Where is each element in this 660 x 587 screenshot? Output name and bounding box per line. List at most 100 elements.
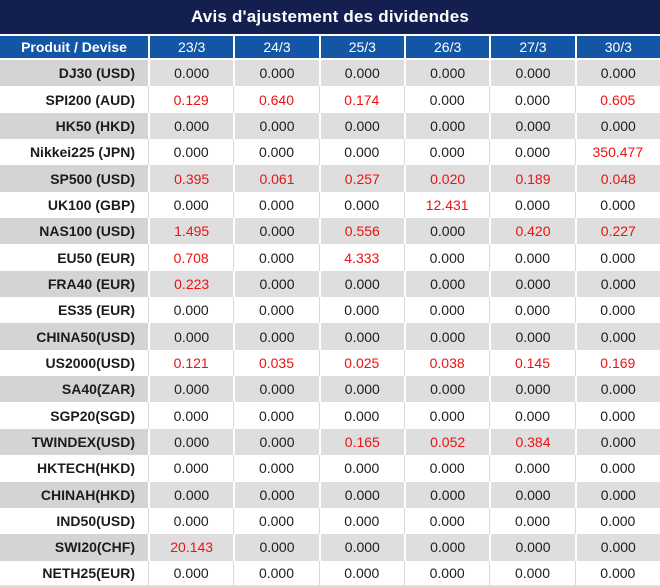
value-cell: 12.431 (403, 191, 490, 219)
value-cell: 0.000 (489, 560, 575, 587)
product-cell: HKTECH(HKD) (0, 455, 148, 482)
value-cell: 0.420 (489, 218, 575, 245)
product-cell: SA40(ZAR) (0, 376, 148, 403)
table-row: EU50 (EUR) 0.708 0.000 4.333 0.000 0.000… (0, 244, 660, 271)
table-row: SA40(ZAR) 0.000 0.000 0.000 0.000 0.000 … (0, 376, 660, 403)
value-cell: 0.129 (148, 86, 234, 113)
value-cell: 0.223 (148, 270, 234, 298)
column-header-date-1: 23/3 (148, 36, 234, 60)
value-cell: 0.000 (318, 112, 404, 140)
value-cell: 0.000 (403, 218, 490, 245)
value-cell: 0.000 (574, 191, 660, 219)
value-cell: 0.000 (489, 270, 575, 298)
table-row: UK100 (GBP) 0.000 0.000 0.000 12.431 0.0… (0, 191, 660, 219)
value-cell: 0.020 (403, 165, 490, 192)
value-cell: 0.000 (574, 376, 660, 403)
product-cell: EU50 (EUR) (0, 244, 148, 271)
value-cell: 0.000 (318, 297, 404, 324)
product-cell: SWI20(CHF) (0, 534, 148, 561)
product-cell: CHINAH(HKD) (0, 481, 148, 508)
value-cell: 0.189 (489, 165, 575, 192)
value-cell: 0.000 (318, 60, 404, 87)
value-cell: 0.000 (148, 455, 234, 482)
value-cell: 0.000 (403, 323, 490, 350)
value-cell: 0.000 (318, 402, 404, 429)
value-cell: 0.000 (489, 455, 575, 482)
value-cell: 0.000 (318, 191, 404, 219)
value-cell: 0.000 (318, 534, 404, 561)
value-cell: 0.000 (318, 455, 404, 482)
value-cell: 0.000 (489, 402, 575, 429)
product-cell: HK50 (HKD) (0, 112, 148, 140)
product-cell: ES35 (EUR) (0, 297, 148, 324)
value-cell: 0.000 (574, 297, 660, 324)
value-cell: 0.000 (233, 297, 319, 324)
table-row: US2000(USD) 0.121 0.035 0.025 0.038 0.14… (0, 349, 660, 377)
value-cell: 0.000 (574, 507, 660, 535)
table-row: NETH25(EUR) 0.000 0.000 0.000 0.000 0.00… (0, 560, 660, 587)
value-cell: 0.605 (574, 86, 660, 113)
value-cell: 1.495 (148, 218, 234, 245)
value-cell: 0.000 (489, 60, 575, 87)
table-row: SGP20(SGD) 0.000 0.000 0.000 0.000 0.000… (0, 402, 660, 429)
value-cell: 0.035 (233, 349, 319, 377)
value-cell: 0.000 (574, 323, 660, 350)
value-cell: 0.000 (403, 297, 490, 324)
value-cell: 0.000 (233, 376, 319, 403)
product-cell: SGP20(SGD) (0, 402, 148, 429)
value-cell: 0.000 (233, 191, 319, 219)
product-cell: CHINA50(USD) (0, 323, 148, 350)
product-cell: TWINDEX(USD) (0, 428, 148, 456)
value-cell: 0.000 (233, 534, 319, 561)
value-cell: 0.000 (574, 270, 660, 298)
value-cell: 0.000 (403, 376, 490, 403)
product-cell: US2000(USD) (0, 349, 148, 377)
value-cell: 0.000 (233, 507, 319, 535)
value-cell: 0.000 (403, 139, 490, 166)
table-body: DJ30 (USD) 0.000 0.000 0.000 0.000 0.000… (0, 60, 660, 587)
value-cell: 0.000 (489, 244, 575, 271)
value-cell: 0.000 (318, 560, 404, 587)
value-cell: 0.000 (148, 507, 234, 535)
product-cell: NAS100 (USD) (0, 218, 148, 245)
value-cell: 0.556 (318, 218, 404, 245)
value-cell: 0.000 (233, 402, 319, 429)
table-row: HKTECH(HKD) 0.000 0.000 0.000 0.000 0.00… (0, 455, 660, 482)
value-cell: 0.000 (318, 481, 404, 508)
column-header-date-3: 25/3 (318, 36, 404, 60)
value-cell: 0.000 (403, 560, 490, 587)
value-cell: 0.384 (489, 428, 575, 456)
value-cell: 0.000 (318, 323, 404, 350)
value-cell: 0.708 (148, 244, 234, 271)
product-cell: SP500 (USD) (0, 165, 148, 192)
value-cell: 0.000 (148, 376, 234, 403)
value-cell: 0.061 (233, 165, 319, 192)
table-row: FRA40 (EUR) 0.223 0.000 0.000 0.000 0.00… (0, 270, 660, 298)
value-cell: 0.000 (574, 60, 660, 87)
value-cell: 0.000 (318, 507, 404, 535)
dividends-table: Produit / Devise 23/3 24/3 25/3 26/3 27/… (0, 36, 660, 587)
value-cell: 0.000 (403, 481, 490, 508)
value-cell: 0.000 (148, 112, 234, 140)
value-cell: 0.395 (148, 165, 234, 192)
table-row: Nikkei225 (JPN) 0.000 0.000 0.000 0.000 … (0, 139, 660, 166)
value-cell: 0.000 (403, 270, 490, 298)
value-cell: 0.000 (489, 481, 575, 508)
value-cell: 0.048 (574, 165, 660, 192)
value-cell: 0.174 (318, 86, 404, 113)
value-cell: 0.000 (489, 86, 575, 113)
value-cell: 0.000 (489, 323, 575, 350)
value-cell: 0.000 (403, 507, 490, 535)
value-cell: 0.000 (233, 323, 319, 350)
header-row: Produit / Devise 23/3 24/3 25/3 26/3 27/… (0, 36, 660, 60)
value-cell: 0.000 (233, 244, 319, 271)
value-cell: 0.000 (233, 428, 319, 456)
value-cell: 0.000 (574, 428, 660, 456)
value-cell: 0.000 (233, 560, 319, 587)
value-cell: 0.000 (403, 455, 490, 482)
value-cell: 4.333 (318, 244, 404, 271)
value-cell: 0.000 (574, 560, 660, 587)
value-cell: 0.000 (148, 139, 234, 166)
value-cell: 0.025 (318, 349, 404, 377)
